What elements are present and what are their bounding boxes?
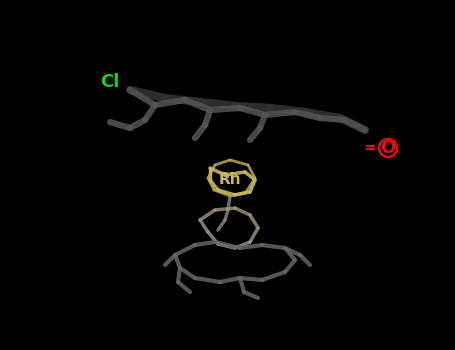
Text: =: = xyxy=(364,140,376,155)
Text: Rh: Rh xyxy=(219,173,241,188)
Text: O: O xyxy=(380,139,396,157)
Text: Cl: Cl xyxy=(100,73,119,91)
